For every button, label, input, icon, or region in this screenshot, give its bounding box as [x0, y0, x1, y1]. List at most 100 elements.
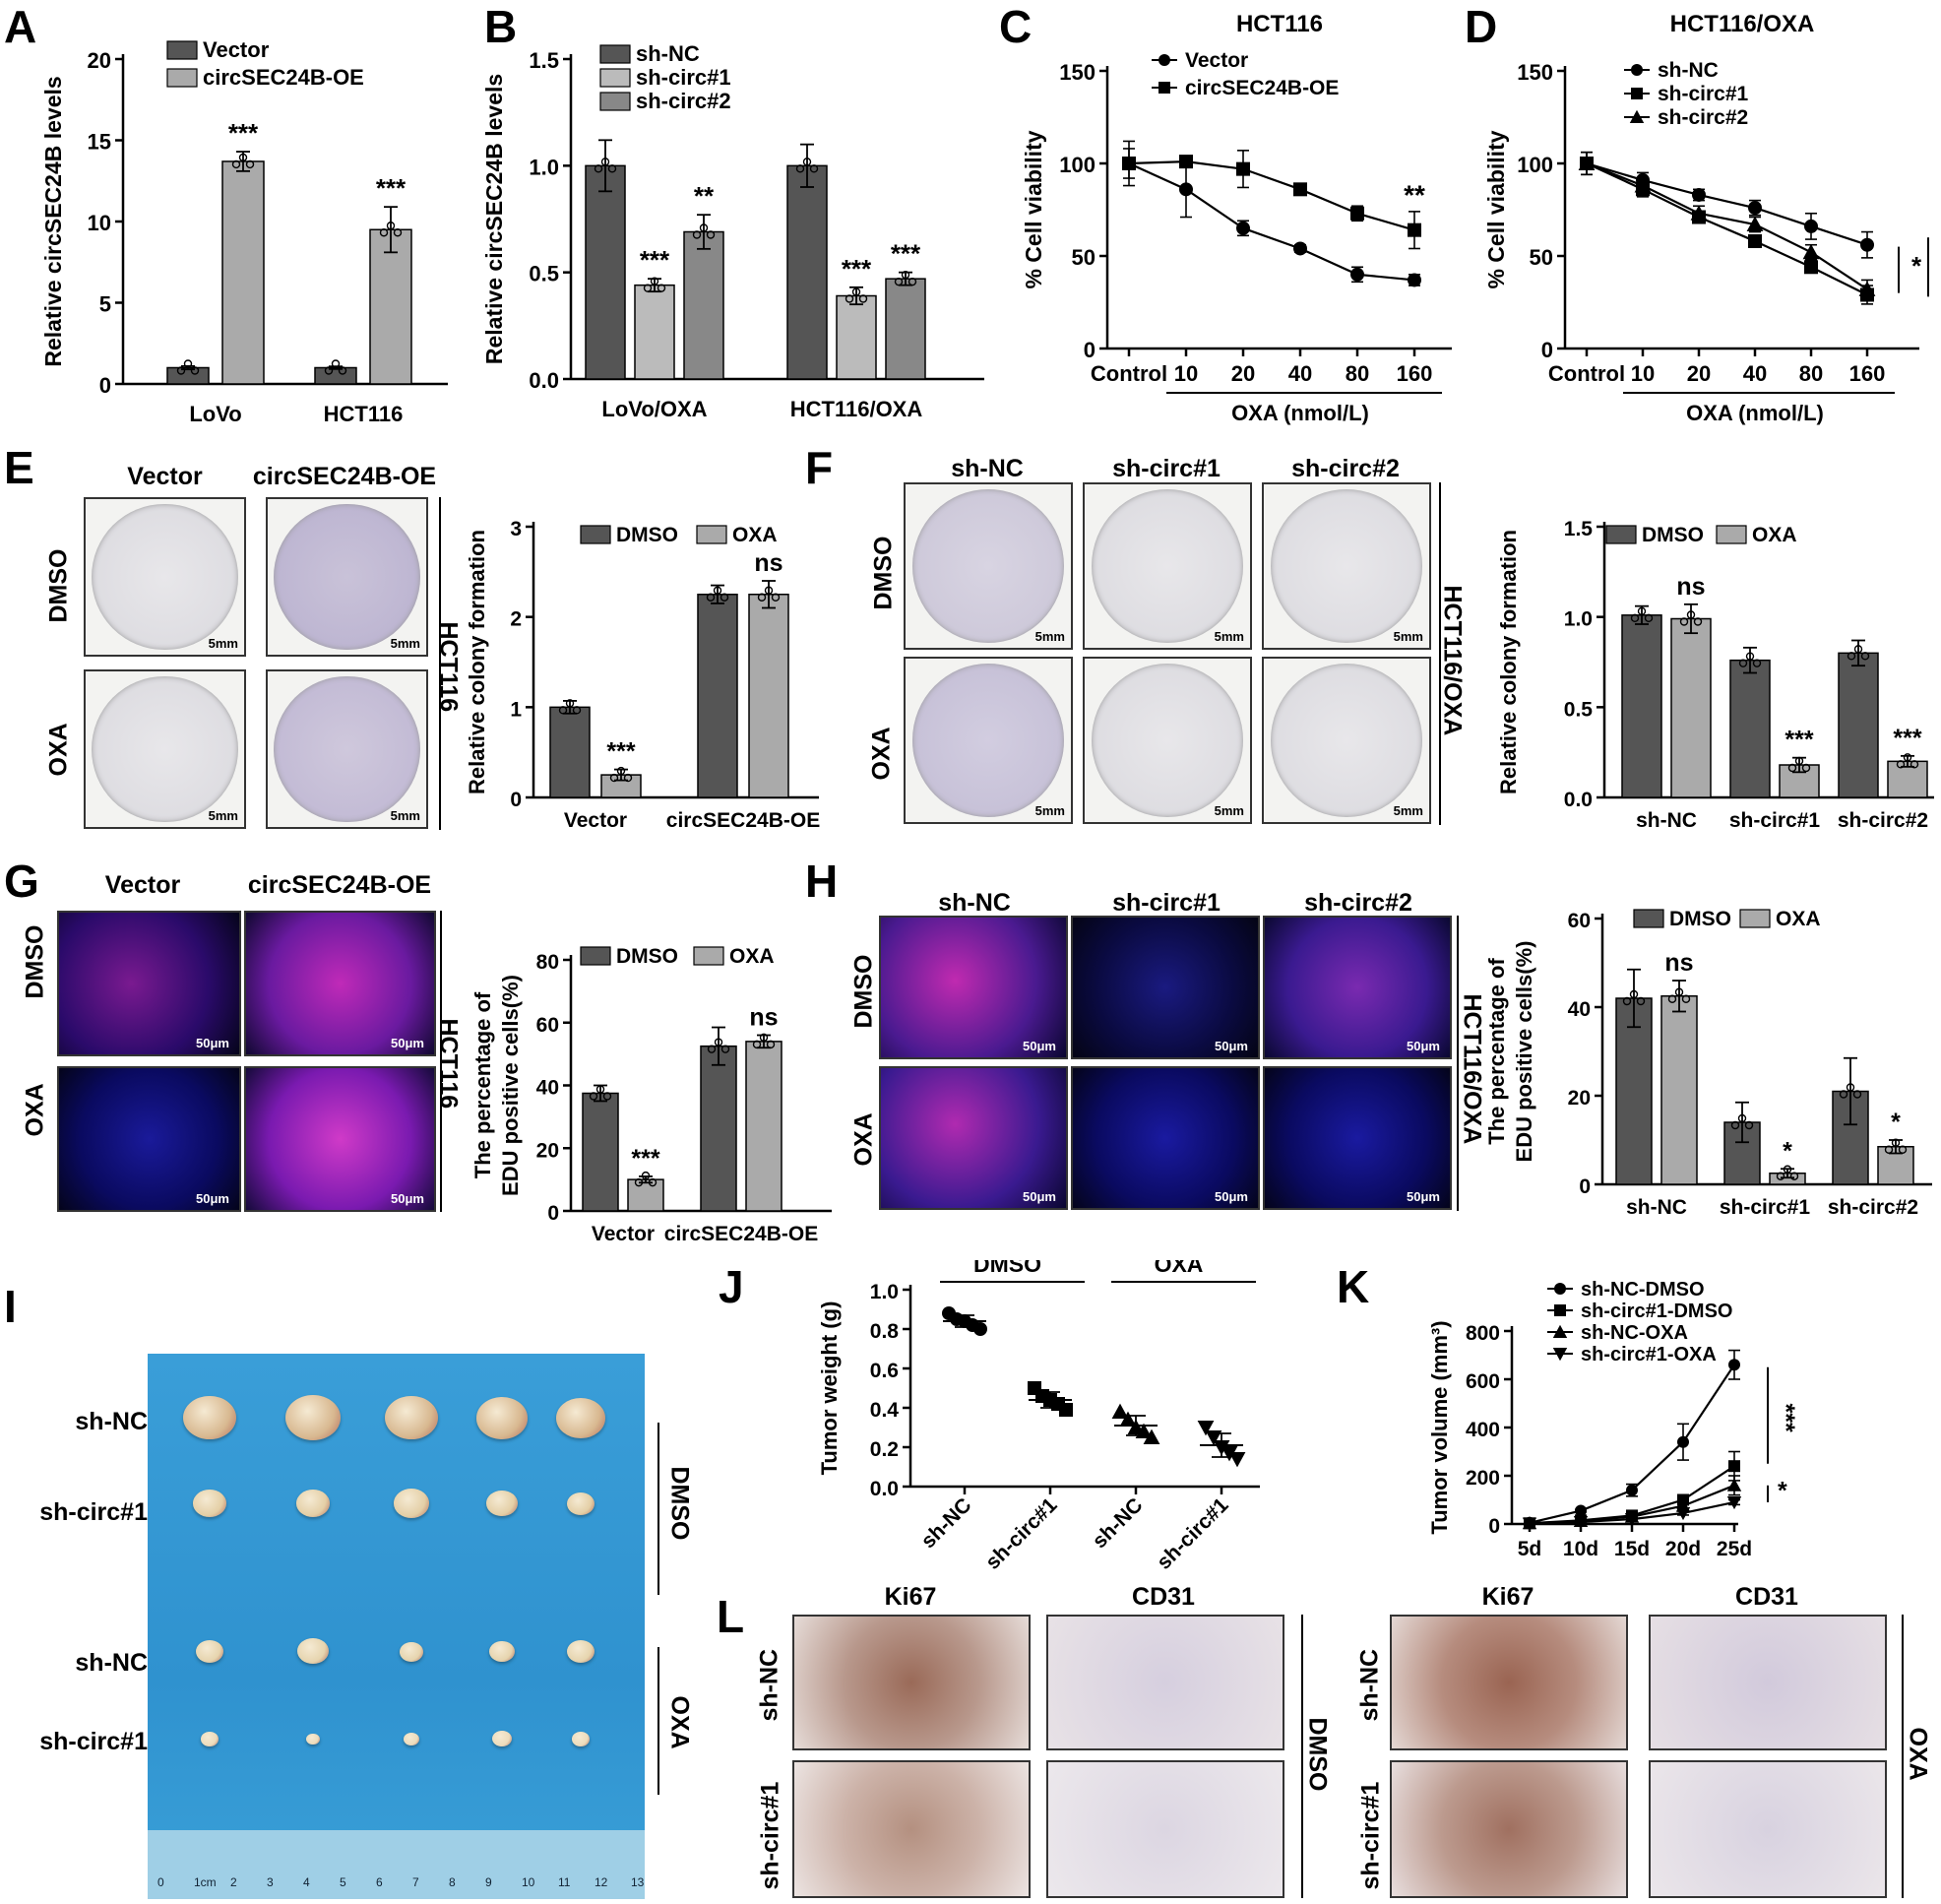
chart-k: 0 200 400 600 800 Tumor volume (mm³) 5d 10d 15d 2… — [1427, 1279, 1799, 1560]
x-tick-label: circSEC24B-OE — [666, 809, 820, 832]
data-point — [1205, 1430, 1222, 1446]
data-point — [720, 1045, 730, 1053]
data-point — [1776, 1172, 1785, 1180]
data-point — [1860, 237, 1874, 252]
edu-fluorescence-image: 50μm — [879, 1066, 1068, 1210]
group-bracket — [1457, 916, 1459, 1211]
bar — [1660, 995, 1698, 1185]
legend-label: OXA — [1776, 908, 1821, 930]
l-group-label: DMSO — [1303, 1717, 1332, 1792]
x-tick-label: sh-NC — [917, 1493, 976, 1553]
data-point — [386, 222, 396, 230]
y-axis-label: Relative colony formation — [465, 530, 489, 794]
data-point — [1626, 1484, 1638, 1496]
bar — [582, 1092, 619, 1212]
legend-marker — [1158, 82, 1170, 94]
x-tick-label: sh-circ#1 — [981, 1493, 1062, 1574]
l-col-label: Ki67 — [884, 1583, 937, 1611]
panel-label-a: A — [4, 1, 37, 52]
data-point — [706, 593, 716, 602]
y-tick-label: 200 — [1466, 1467, 1500, 1490]
x-tick-label: 40 — [1743, 361, 1767, 386]
legend-marker — [1631, 88, 1643, 99]
data-point — [1804, 260, 1818, 275]
data-point — [1122, 157, 1136, 170]
f-row-label: DMSO — [869, 536, 898, 610]
scale-bar: 5mm — [1393, 803, 1423, 818]
data-point — [1143, 1428, 1160, 1444]
y-axis-label: % Cell viability — [1021, 130, 1046, 288]
y-tick-label: 0 — [1541, 338, 1553, 362]
colony-dish-image: 5mm — [904, 482, 1073, 650]
y-tick-label: 1 — [510, 698, 522, 721]
bar — [1615, 997, 1653, 1185]
scale-bar: 5mm — [1214, 803, 1244, 818]
y-tick-label: 0.0 — [1564, 789, 1593, 811]
x-tick-label: 5d — [1518, 1538, 1542, 1560]
data-point — [802, 158, 812, 166]
data-point — [1293, 241, 1307, 256]
legend-label: sh-circ#1-OXA — [1581, 1344, 1717, 1365]
ruler-label: 0 — [157, 1875, 164, 1889]
x-tick-label: 160 — [1849, 361, 1886, 386]
data-point — [707, 1045, 717, 1053]
data-point — [648, 1177, 657, 1187]
data-point — [845, 294, 854, 303]
significance-label: *** — [1784, 727, 1813, 754]
data-point — [1898, 1145, 1908, 1154]
legend-marker — [1631, 64, 1643, 76]
significance-label: *** — [640, 245, 670, 275]
g-col-label: Vector — [104, 871, 181, 899]
data-point — [1636, 996, 1646, 1006]
significance-label: *** — [1893, 725, 1921, 752]
legend-swatch — [1716, 525, 1747, 544]
y-axis-label: The percentage of — [470, 991, 495, 1178]
x-tick-label: HCT116 — [324, 402, 404, 426]
data-point — [650, 277, 659, 286]
data-point — [1744, 1120, 1754, 1130]
legend-label: DMSO — [1669, 908, 1731, 930]
legend-label: sh-NC — [636, 41, 700, 66]
data-point — [714, 1038, 723, 1047]
legend-label: sh-circ#1-DMSO — [1581, 1301, 1733, 1322]
data-point — [1738, 659, 1748, 667]
colony-dish-image: 5mm — [1083, 657, 1252, 824]
group-bracket — [657, 1423, 659, 1595]
bar — [1729, 659, 1771, 798]
i-row-label: sh-NC — [75, 1408, 148, 1435]
x-tick-label: Control — [1548, 361, 1625, 386]
data-point — [1726, 1478, 1742, 1491]
data-point — [609, 773, 619, 783]
scale-bar: 5mm — [1034, 803, 1065, 818]
bar — [683, 230, 724, 380]
f-col-label: sh-circ#1 — [1112, 455, 1221, 482]
significance-label: * — [1783, 1137, 1792, 1165]
data-point — [331, 359, 341, 368]
y-tick-label: 20 — [88, 48, 111, 73]
data-point — [1903, 753, 1912, 762]
data-point — [1728, 1460, 1740, 1473]
x-tick-label: 20 — [1231, 361, 1255, 386]
scale-bar: 50μm — [391, 1191, 424, 1206]
data-point — [1675, 1506, 1691, 1521]
tumor-specimen — [385, 1396, 438, 1440]
ihc-image — [792, 1760, 1031, 1898]
data-point — [894, 277, 904, 286]
x-tick-label: 40 — [1288, 361, 1312, 386]
legend-swatch — [599, 92, 631, 111]
data-point — [973, 1322, 987, 1336]
x-tick-label: 15d — [1614, 1538, 1650, 1560]
edu-fluorescence-image: 50μm — [1071, 1066, 1260, 1210]
legend-label: Vector — [203, 37, 270, 62]
y-tick-label: 600 — [1466, 1370, 1500, 1393]
tumor-specimen — [567, 1492, 595, 1515]
legend-label: sh-circ#1 — [1658, 83, 1749, 105]
x-tick-label: sh-NC — [1089, 1493, 1148, 1553]
x-tick-label: 80 — [1799, 361, 1823, 386]
significance-label: ns — [749, 1004, 778, 1032]
chart-a: 0 5 10 15 20 Relative circSEC24B levels LoVo HC… — [40, 37, 448, 426]
y-axis-label: % Cell viability — [1483, 130, 1509, 288]
data-point — [1801, 763, 1811, 773]
y-tick-label: 0 — [1579, 1175, 1591, 1198]
tumor-specimen — [404, 1733, 419, 1746]
